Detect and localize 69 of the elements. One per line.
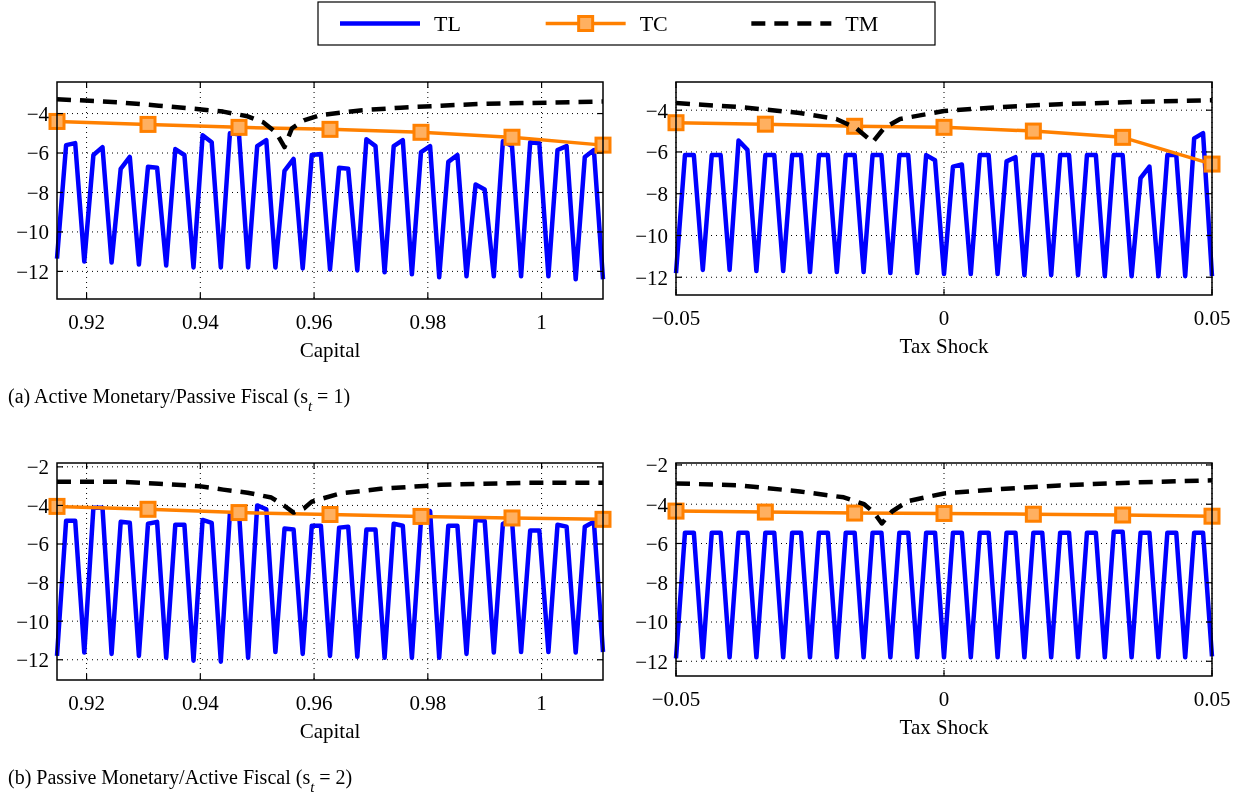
x-tick-label: 0.94	[181, 310, 220, 334]
y-tick-label: −10	[635, 610, 668, 635]
y-tick-label: −8	[645, 182, 668, 207]
point	[594, 136, 612, 154]
legend-label: TM	[845, 11, 879, 37]
y-tick-label: −10	[635, 223, 668, 248]
y-tick-label: −8	[26, 180, 49, 205]
x-tick-label: 0.92	[68, 691, 105, 715]
point	[230, 504, 248, 522]
point	[594, 510, 612, 528]
point	[1203, 155, 1221, 173]
point	[139, 115, 157, 133]
x-tick-label: −0.05	[651, 687, 701, 711]
y-tick-label: −10	[16, 220, 49, 245]
x-tick-label: 1	[536, 691, 547, 715]
point	[503, 509, 521, 527]
y-tick-label: −12	[635, 649, 668, 674]
y-tick-label: −4	[645, 492, 669, 517]
y-tick-label: −12	[16, 648, 49, 673]
y-tick-label: −6	[26, 141, 49, 166]
text: (a) Active Monetary/Passive Fiscal (s$_{t}$ = 1)	[8, 385, 351, 414]
line-series	[673, 529, 1215, 661]
y-tick-label: −6	[26, 532, 49, 557]
y-tick-label: −2	[645, 453, 668, 478]
point	[412, 123, 430, 141]
x-tick-label: 0.05	[1193, 306, 1231, 330]
x-tick-label: −0.05	[651, 306, 701, 330]
y-tick-label: −4	[26, 493, 50, 518]
x-tick-label: 0.96	[295, 691, 333, 715]
x-tick-label: 0.05	[1193, 687, 1231, 711]
point	[139, 500, 157, 518]
y-tick-label: −2	[26, 455, 49, 480]
x-tick-label: 1	[536, 310, 547, 334]
y-tick-label: −4	[645, 98, 669, 123]
y-tick-label: −12	[635, 265, 668, 290]
x-tick-label: 0.98	[409, 691, 447, 715]
y-tick-label: −6	[645, 140, 668, 165]
point	[667, 114, 685, 132]
y-tick-label: −8	[645, 571, 668, 596]
point	[321, 120, 339, 138]
point	[503, 128, 521, 146]
y-tick-label: −10	[16, 609, 49, 634]
x-axis-title: Tax Shock	[899, 334, 989, 358]
point	[48, 497, 66, 515]
x-tick-label: 0	[938, 306, 950, 330]
point	[48, 112, 66, 130]
x-tick-label: 0.96	[295, 310, 333, 334]
point	[1114, 128, 1132, 146]
x-tick-label: 0	[938, 687, 950, 711]
text: (b) Passive Monetary/Active Fiscal (s$_{t}$ = 2)	[8, 766, 353, 794]
point	[1024, 122, 1042, 140]
line-series	[673, 130, 1215, 279]
y-tick-label: −8	[26, 570, 49, 595]
legend-label: TC	[639, 11, 668, 37]
x-tick-label: 0.98	[409, 310, 447, 334]
y-tick-label: −6	[645, 531, 668, 556]
point	[412, 507, 430, 525]
y-tick-label: −4	[26, 101, 50, 126]
x-axis-title: Capital	[299, 338, 361, 362]
point	[321, 506, 339, 523]
point	[935, 118, 953, 136]
x-tick-label: 0.92	[68, 310, 105, 334]
x-tick-label: 0.94	[181, 691, 220, 715]
point	[756, 115, 774, 133]
legend-label: TL	[434, 11, 461, 37]
x-axis-title: Capital	[299, 719, 361, 743]
y-tick-label: −12	[16, 259, 49, 284]
point	[230, 118, 248, 136]
x-axis-title: Tax Shock	[899, 715, 989, 739]
